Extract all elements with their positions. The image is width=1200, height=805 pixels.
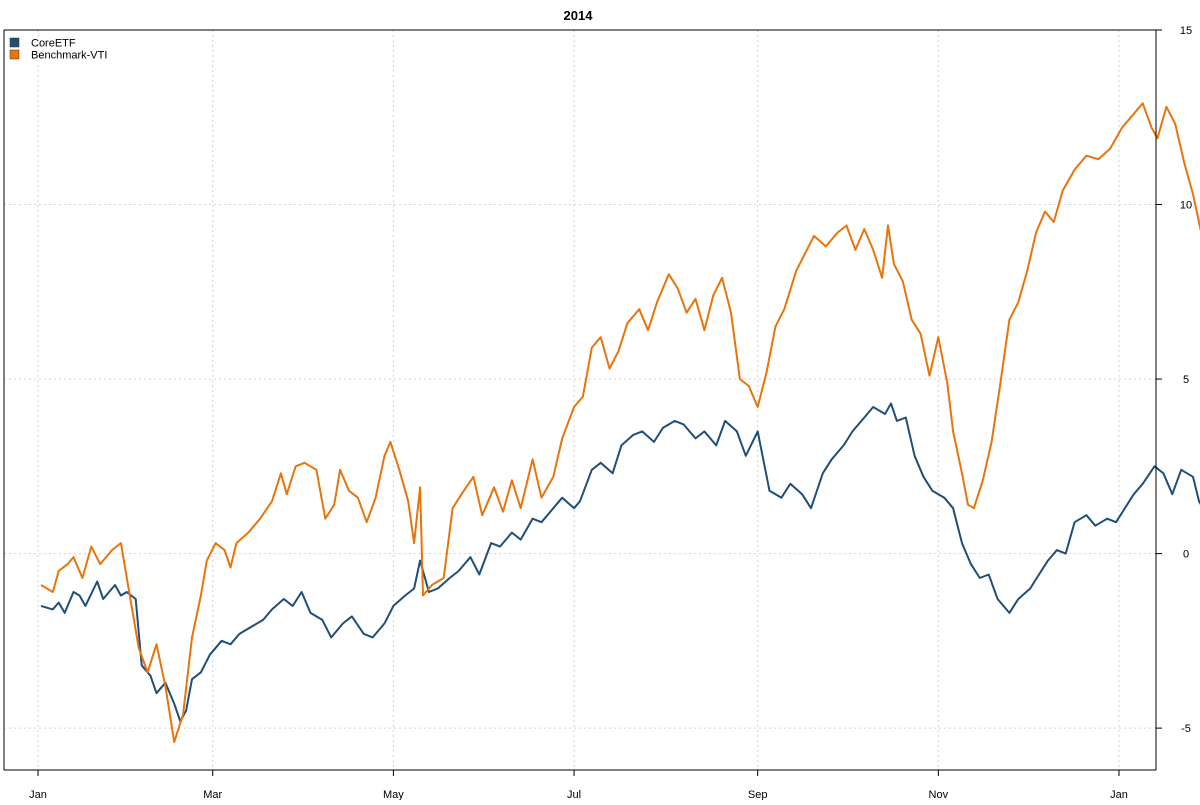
- y-tick-label: 0: [1183, 549, 1189, 561]
- chart-title: 2014: [564, 8, 594, 23]
- legend-label: Benchmark-VTI: [31, 50, 107, 62]
- y-tick-label: -5: [1181, 723, 1191, 735]
- y-tick-label: 10: [1180, 200, 1192, 212]
- x-tick-label: May: [383, 789, 404, 800]
- legend-swatch: [9, 37, 20, 48]
- x-tick-label: Jan: [29, 789, 47, 800]
- series-line-coreetf: [40, 402, 1200, 723]
- x-tick-label: Jul: [567, 789, 581, 800]
- x-tick-label: Mar: [203, 789, 222, 800]
- x-tick-label: Sep: [748, 789, 768, 800]
- axes: -5 0 5 10 15 Jan Mar May Jul Sep Nov Jan: [3, 25, 1192, 801]
- y-tick-label: 5: [1183, 374, 1189, 386]
- series-layer: [40, 102, 1200, 744]
- legend-swatch: [9, 49, 20, 60]
- series-line-benchmark-vti: [40, 102, 1200, 744]
- x-tick-label: Jan: [1110, 789, 1128, 800]
- y-tick-label: 15: [1180, 25, 1192, 37]
- legend-label: CoreETF: [31, 38, 76, 50]
- x-tick-label: Nov: [929, 789, 949, 800]
